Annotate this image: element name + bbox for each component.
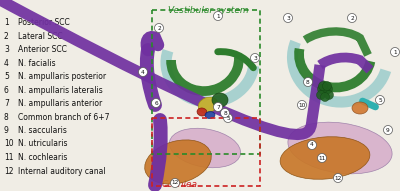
Circle shape	[250, 53, 260, 62]
Circle shape	[154, 23, 164, 32]
Text: 4: 4	[310, 142, 314, 147]
Text: N. saccularis: N. saccularis	[18, 126, 67, 135]
Circle shape	[298, 100, 306, 109]
Text: 11: 11	[4, 153, 14, 162]
Text: N. ampullaris lateralis: N. ampullaris lateralis	[18, 86, 103, 95]
Text: 9: 9	[4, 126, 9, 135]
Text: 1: 1	[4, 18, 9, 27]
Text: N. utricularis: N. utricularis	[18, 139, 68, 148]
Text: Lateral SCC: Lateral SCC	[18, 32, 63, 40]
Text: 3: 3	[286, 15, 290, 20]
Circle shape	[318, 154, 326, 163]
Circle shape	[324, 91, 334, 100]
Text: 9: 9	[386, 128, 390, 133]
Text: 2: 2	[157, 26, 161, 31]
Circle shape	[318, 82, 328, 91]
Ellipse shape	[145, 140, 211, 184]
Circle shape	[390, 48, 400, 57]
Bar	[152, 10, 260, 154]
Text: 12: 12	[171, 180, 179, 185]
FancyArrowPatch shape	[362, 101, 376, 107]
Text: N. ampullaris posterior: N. ampullaris posterior	[18, 72, 106, 81]
Circle shape	[214, 103, 222, 112]
Circle shape	[316, 91, 326, 100]
Text: Anterior SCC: Anterior SCC	[18, 45, 67, 54]
Text: N. ampullaris anterior: N. ampullaris anterior	[18, 99, 102, 108]
Ellipse shape	[198, 97, 218, 113]
Ellipse shape	[197, 108, 207, 116]
Ellipse shape	[205, 112, 215, 118]
Circle shape	[224, 113, 232, 122]
Circle shape	[376, 96, 384, 104]
Text: 4: 4	[141, 70, 145, 74]
Text: 7: 7	[216, 104, 220, 109]
Text: Cochlea: Cochlea	[162, 180, 198, 189]
Text: 12: 12	[4, 167, 14, 176]
Text: Common branch of 6+7: Common branch of 6+7	[18, 112, 110, 121]
Circle shape	[384, 125, 392, 134]
Ellipse shape	[288, 122, 392, 174]
Text: 11: 11	[318, 155, 326, 160]
Text: N. facialis: N. facialis	[18, 58, 56, 67]
Text: 2: 2	[350, 15, 354, 20]
Text: 10: 10	[298, 103, 306, 108]
Circle shape	[320, 92, 330, 101]
Bar	[152, 118, 260, 186]
Text: 2: 2	[4, 32, 9, 40]
Circle shape	[320, 87, 330, 96]
Circle shape	[214, 11, 222, 20]
Circle shape	[152, 99, 160, 108]
Text: 5: 5	[4, 72, 9, 81]
Text: N. cochlearis: N. cochlearis	[18, 153, 67, 162]
Text: Internal auditory canal: Internal auditory canal	[18, 167, 106, 176]
Text: 5: 5	[226, 116, 230, 121]
Ellipse shape	[280, 137, 370, 179]
Text: 8: 8	[223, 111, 227, 116]
Circle shape	[304, 78, 312, 87]
Text: 8: 8	[306, 79, 310, 84]
Circle shape	[220, 108, 230, 117]
Text: Vestibular system: Vestibular system	[168, 6, 248, 15]
Text: 3: 3	[253, 56, 257, 61]
Circle shape	[170, 179, 180, 188]
Ellipse shape	[212, 93, 228, 107]
Circle shape	[322, 82, 332, 91]
Text: 1: 1	[393, 49, 397, 54]
Circle shape	[324, 84, 332, 94]
Text: 6: 6	[4, 86, 9, 95]
Text: 10: 10	[4, 139, 14, 148]
Circle shape	[308, 141, 316, 150]
Circle shape	[334, 173, 342, 182]
Text: Posterior SCC: Posterior SCC	[18, 18, 70, 27]
Text: 4: 4	[4, 58, 9, 67]
Circle shape	[138, 67, 148, 77]
Text: 3: 3	[4, 45, 9, 54]
Text: 6: 6	[154, 100, 158, 105]
Text: 12: 12	[334, 176, 342, 180]
Text: 7: 7	[4, 99, 9, 108]
Ellipse shape	[169, 128, 241, 168]
Text: 8: 8	[4, 112, 9, 121]
Circle shape	[348, 14, 356, 23]
Ellipse shape	[352, 102, 368, 114]
Text: 5: 5	[378, 97, 382, 103]
Text: 1: 1	[216, 14, 220, 19]
Circle shape	[318, 84, 326, 94]
Circle shape	[284, 14, 292, 23]
